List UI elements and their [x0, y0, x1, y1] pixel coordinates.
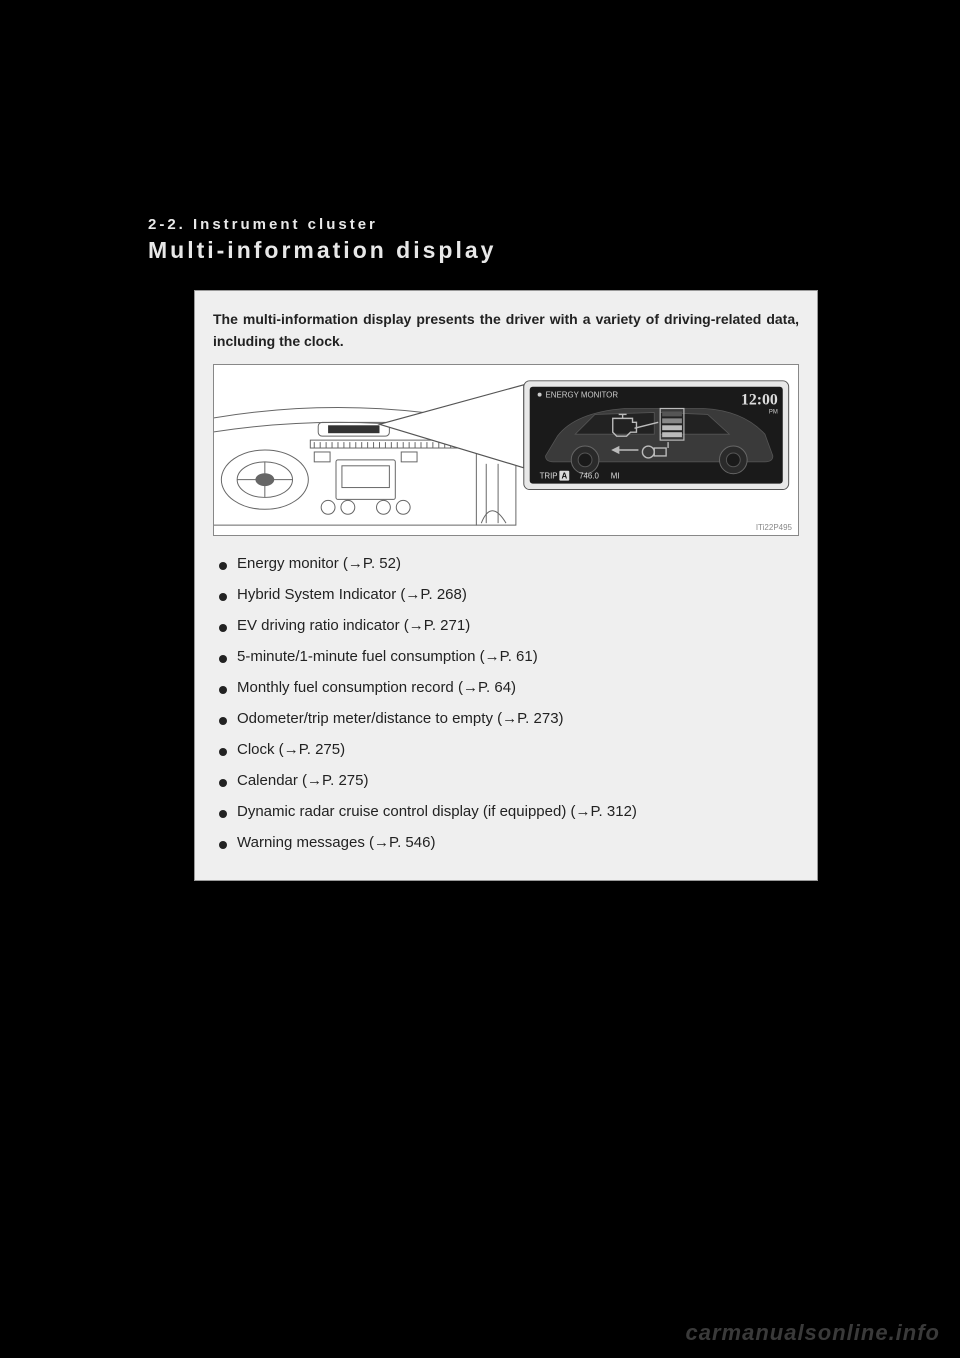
feature-label: Warning messages — [237, 834, 365, 851]
page-header: 2-2. Instrument cluster Multi-informatio… — [108, 186, 848, 278]
list-item: Odometer/trip meter/distance to empty (→… — [219, 703, 797, 734]
content-box: The multi-information display presents t… — [194, 290, 818, 881]
feature-page: P. 546 — [389, 834, 430, 851]
feature-label: Hybrid System Indicator — [237, 586, 396, 603]
feature-label: Calendar — [237, 772, 298, 789]
arrow-icon: → — [405, 586, 420, 603]
list-item: Dynamic radar cruise control display (if… — [219, 796, 797, 827]
list-item: 5-minute/1-minute fuel consumption (→P. … — [219, 641, 797, 672]
arrow-icon: → — [307, 772, 322, 789]
bullet-icon — [219, 686, 227, 694]
bullet-icon — [219, 810, 227, 818]
arrow-icon: → — [463, 679, 478, 696]
feature-label: Odometer/trip meter/distance to empty — [237, 710, 493, 727]
bullet-icon — [219, 841, 227, 849]
arrow-icon: → — [284, 741, 299, 758]
arrow-icon: → — [348, 555, 363, 572]
list-item: EV driving ratio indicator (→P. 271) — [219, 610, 797, 641]
manual-page: 2-2. Instrument cluster Multi-informatio… — [108, 186, 848, 1166]
feature-label: EV driving ratio indicator — [237, 617, 400, 634]
feature-list: Energy monitor (→P. 52) Hybrid System In… — [213, 546, 799, 858]
screen-clock-ampm: PM — [769, 410, 778, 416]
bullet-icon — [219, 655, 227, 663]
trip-badge: A — [561, 472, 567, 481]
arrow-icon: → — [575, 803, 590, 820]
intro-text: The multi-information display presents t… — [213, 309, 799, 352]
bullet-icon — [219, 624, 227, 632]
bullet-icon — [219, 779, 227, 787]
screen-clock: 12:00 — [741, 392, 778, 409]
figure-id: ITi22P495 — [756, 523, 792, 532]
feature-label: Clock — [237, 741, 275, 758]
section-number: 2-2. Instrument cluster — [128, 216, 828, 233]
arrow-icon: → — [502, 710, 517, 727]
feature-label: Dynamic radar cruise control display (if… — [237, 803, 566, 820]
trip-label: TRIP — [540, 472, 558, 481]
feature-label: Energy monitor — [237, 555, 339, 572]
feature-label: Monthly fuel consumption record — [237, 679, 454, 696]
feature-page: P. 312 — [590, 803, 631, 820]
feature-page: P. 61 — [500, 648, 533, 665]
bullet-icon — [219, 593, 227, 601]
screen-title: ENERGY MONITOR — [546, 391, 619, 400]
arrow-icon: → — [374, 834, 389, 851]
trip-value: 746.0 — [579, 472, 599, 481]
feature-page: P. 275 — [299, 741, 340, 758]
list-item: Monthly fuel consumption record (→P. 64) — [219, 672, 797, 703]
list-item: Energy monitor (→P. 52) — [219, 548, 797, 579]
bullet-icon — [219, 717, 227, 725]
section-title: Multi-information display — [128, 237, 828, 264]
dashboard-figure: ENERGY MONITOR 12:00 PM — [213, 364, 799, 536]
dashboard-illustration: ENERGY MONITOR 12:00 PM — [214, 365, 798, 535]
bullet-icon — [219, 748, 227, 756]
feature-page: P. 271 — [424, 617, 465, 634]
feature-page: P. 268 — [420, 586, 461, 603]
list-item: Calendar (→P. 275) — [219, 765, 797, 796]
mid-screen: ENERGY MONITOR 12:00 PM — [524, 381, 789, 490]
feature-page: P. 275 — [322, 772, 363, 789]
list-item: Warning messages (→P. 546) — [219, 827, 797, 858]
trip-unit: MI — [611, 472, 620, 481]
feature-page: P. 273 — [517, 710, 558, 727]
feature-page: P. 52 — [363, 555, 396, 572]
arrow-icon: → — [485, 648, 500, 665]
arrow-icon: → — [409, 617, 424, 634]
watermark: carmanualsonline.info — [686, 1320, 941, 1346]
list-item: Clock (→P. 275) — [219, 734, 797, 765]
feature-label: 5-minute/1-minute fuel consumption — [237, 648, 475, 665]
feature-page: P. 64 — [478, 679, 511, 696]
list-item: Hybrid System Indicator (→P. 268) — [219, 579, 797, 610]
bullet-icon — [219, 562, 227, 570]
